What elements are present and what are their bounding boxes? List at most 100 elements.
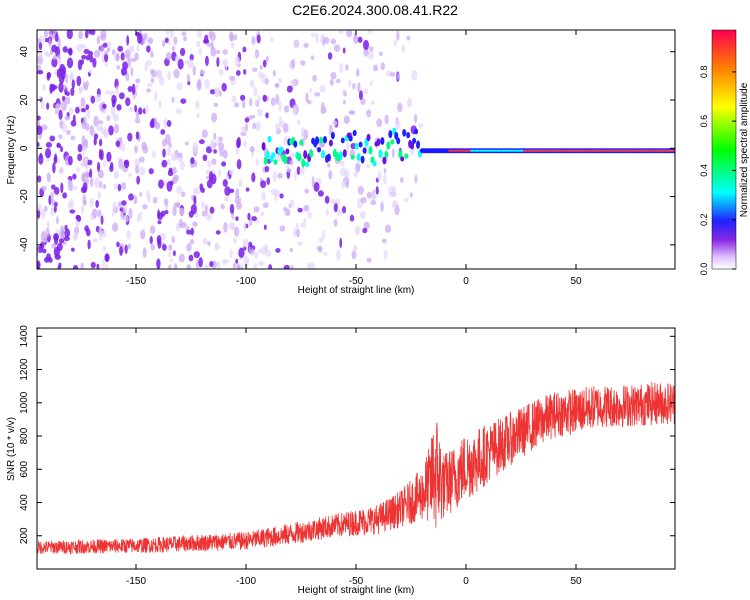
- spectrogram-noise-cell: [92, 208, 98, 219]
- spectrogram-ridge-core: [510, 149, 515, 152]
- spectrogram-noise-cell: [169, 30, 174, 39]
- spectrogram-ridge-cell: [404, 153, 409, 159]
- spectrogram-ridge-cell: [271, 152, 276, 158]
- spectrogram-noise-cell: [152, 196, 158, 204]
- spectrogram-noise-cell: [295, 223, 299, 230]
- spectrogram-noise-cell: [222, 49, 228, 55]
- spectrogram-noise-cell: [330, 71, 337, 80]
- spectrogram-noise-cell: [158, 100, 162, 108]
- spectrogram-noise-cell: [223, 221, 228, 233]
- spectrogram-noise-cell: [113, 51, 120, 62]
- spectrogram-noise-cell: [175, 108, 182, 115]
- spectrogram-noise-cell: [55, 103, 61, 111]
- spectrogram-noise-cell: [52, 162, 56, 174]
- spectrogram-noise-cell: [198, 48, 203, 56]
- spectrogram-ridge-core: [642, 149, 647, 152]
- spectrogram-noise-cell: [292, 104, 297, 116]
- spectrogram-noise-cell: [170, 153, 178, 161]
- snr-x-tick-label: 0: [463, 576, 469, 587]
- spectrogram-noise-cell: [325, 208, 329, 217]
- spectrogram-noise-cell: [300, 126, 305, 138]
- spectrogram-noise-cell: [82, 146, 86, 156]
- spectrogram-ridge-core: [461, 149, 466, 152]
- spectrogram-noise-cell: [104, 50, 108, 56]
- spectrogram-noise-cell: [59, 120, 64, 129]
- spectrogram-noise-cell: [137, 107, 143, 115]
- spectrogram-noise-cell: [123, 160, 129, 165]
- spectrogram-noise-cell: [93, 115, 99, 127]
- spectrogram-noise-cell: [329, 78, 334, 86]
- spectrogram-noise-cell: [403, 197, 409, 203]
- spectrogram-noise-cell: [68, 155, 73, 166]
- spectrogram-noise-cell: [38, 154, 44, 165]
- spectrogram-noise-cell: [214, 242, 219, 252]
- spectrogram-ridge-core: [457, 149, 462, 152]
- spectrogram-noise-cell: [235, 188, 240, 199]
- spectrogram-noise-cell: [67, 201, 72, 209]
- spectrogram-noise-cell: [369, 80, 373, 87]
- snr-y-tick-label: 600: [19, 460, 30, 477]
- spectrogram-noise-cell: [48, 38, 52, 48]
- spectrogram-noise-cell: [116, 104, 122, 111]
- spectrogram-noise-cell: [146, 45, 151, 53]
- spectrogram-noise-cell: [46, 253, 51, 261]
- spectrogram-ridge-cell: [273, 159, 278, 165]
- spectrogram-noise-cell: [304, 188, 310, 194]
- spectrogram-noise-cell: [71, 247, 75, 252]
- spectrogram-ridge-cell: [368, 146, 373, 155]
- spectrogram-ridge-cell: [394, 131, 399, 140]
- spectrogram-noise-cell: [204, 264, 210, 269]
- spectrogram-noise-cell: [122, 204, 128, 214]
- spectrogram-noise-cell: [37, 203, 42, 212]
- spectrogram-noise-cell: [48, 194, 52, 206]
- spectrogram-noise-cell: [202, 237, 208, 245]
- spectrogram-noise-cell: [377, 170, 382, 182]
- spectrogram-noise-cell: [214, 87, 220, 98]
- spectrogram-noise-cell: [254, 98, 258, 107]
- spectrogram-noise-cell: [252, 122, 257, 130]
- spectrogram-noise-cell: [193, 188, 197, 195]
- spectrogram-noise-cell: [188, 254, 194, 262]
- spectrogram-noise-cell: [113, 123, 120, 134]
- spectrogram-ridge-core: [633, 149, 638, 152]
- spectrogram-noise-cell: [245, 122, 248, 132]
- spectrogram-ridge-cell: [366, 133, 371, 142]
- spectrogram-noise-cell: [335, 198, 341, 205]
- spectrogram-noise-cell: [171, 96, 175, 103]
- snr-x-tick-label: -150: [126, 576, 146, 587]
- spectrogram-noise-cell: [218, 136, 223, 142]
- spectrogram-noise-cell: [105, 263, 109, 269]
- spectrogram-ridge-core: [466, 149, 471, 152]
- spectrogram-noise-cell: [163, 179, 167, 186]
- spectrogram-noise-cell: [278, 101, 282, 112]
- spectrogram-noise-cell: [162, 138, 167, 147]
- spectrogram-ridge-core: [496, 149, 502, 152]
- spectrogram-noise-cell: [72, 173, 77, 180]
- spectrogram-noise-cell: [406, 35, 411, 41]
- spectrogram-noise-cell: [368, 46, 374, 52]
- spectrogram-ridge-cell: [301, 158, 306, 168]
- spectrogram-ridge-cell: [398, 149, 403, 159]
- snr-y-tick-label: 400: [19, 494, 30, 511]
- spectrogram-noise-cell: [205, 55, 209, 66]
- spectrogram-noise-cell: [333, 219, 338, 227]
- spectrogram-noise-cell: [287, 168, 292, 173]
- spectrogram-noise-cell: [257, 95, 261, 104]
- snr-x-tick-label: -50: [349, 576, 364, 587]
- spectrogram-noise-cell: [268, 264, 273, 269]
- spectrogram-noise-cell: [149, 235, 153, 245]
- spectrogram-noise-cell: [64, 115, 71, 121]
- spectrogram-noise-cell: [344, 169, 350, 179]
- spectrogram-ridge-core: [532, 149, 537, 152]
- spectrogram-noise-cell: [289, 159, 294, 166]
- spectrogram-noise-cell: [205, 213, 213, 221]
- spectrogram-noise-cell: [37, 64, 42, 72]
- spectrogram-noise-cell: [121, 182, 127, 191]
- spectrogram-noise-cell: [294, 39, 299, 49]
- spectrogram-ridge-core: [611, 149, 616, 152]
- spectrogram-noise-cell: [363, 39, 370, 51]
- spectrogram-noise-cell: [76, 167, 80, 173]
- spectrogram-noise-cell: [49, 135, 56, 142]
- spectrogram-noise-cell: [223, 196, 230, 202]
- spectrogram-noise-cell: [66, 30, 73, 40]
